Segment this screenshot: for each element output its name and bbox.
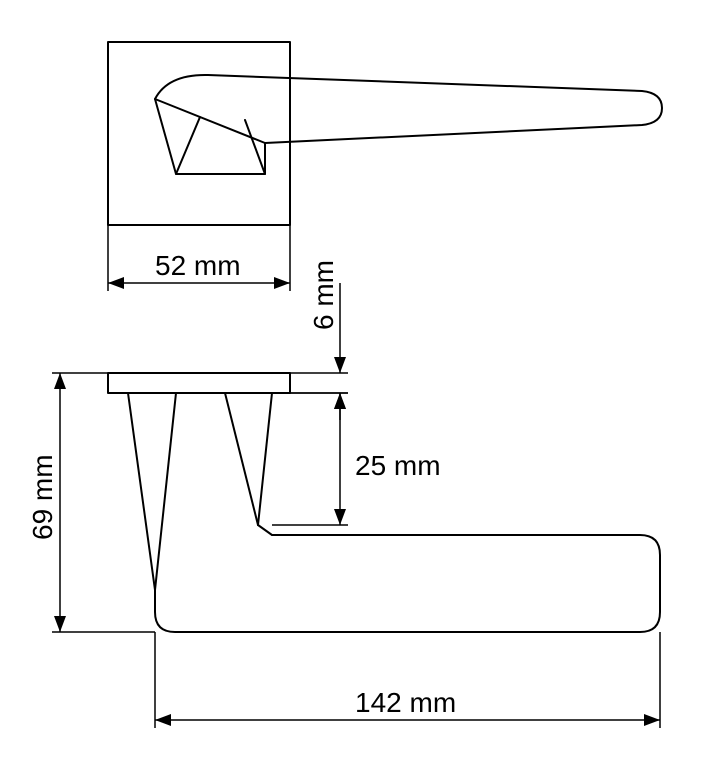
dim-plate-thick: 6 mm bbox=[308, 260, 339, 330]
dim-neck-drop: 25 mm bbox=[355, 450, 441, 481]
dim-total-length: 142 mm bbox=[355, 687, 456, 718]
dim-total-height: 69 mm bbox=[27, 454, 58, 540]
dim-plate-width: 52 mm bbox=[155, 250, 241, 281]
